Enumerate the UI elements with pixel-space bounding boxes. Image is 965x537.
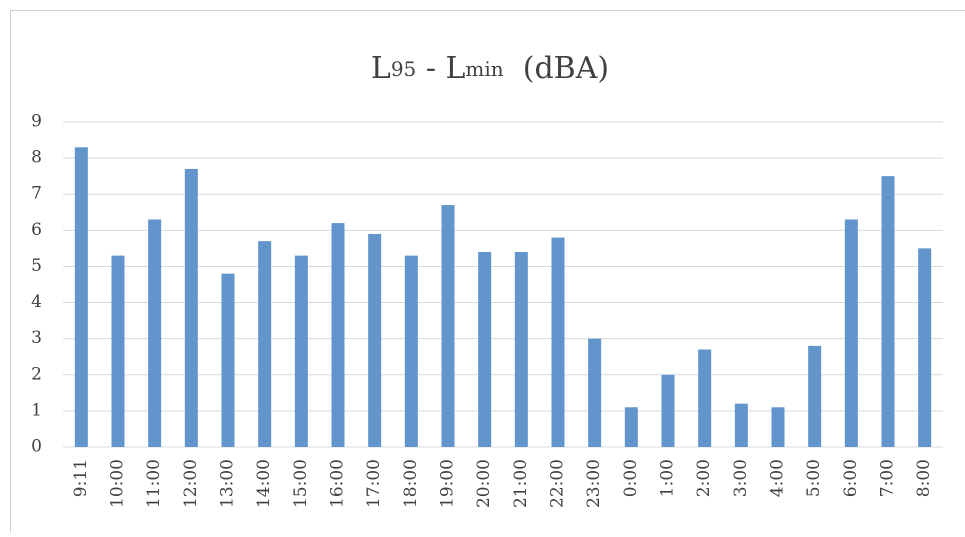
bar (662, 375, 675, 447)
bar (222, 274, 235, 447)
bar (478, 252, 491, 447)
x-tick-label: 10:00 (108, 459, 128, 508)
bar (882, 176, 895, 447)
y-tick-label: 2 (31, 364, 42, 384)
x-tick-label: 12:00 (181, 459, 201, 508)
x-tick-label: 7:00 (878, 459, 898, 497)
bar (515, 252, 528, 447)
bar (698, 350, 711, 448)
x-tick-label: 3:00 (731, 459, 751, 497)
x-tick-label: 15:00 (291, 459, 311, 508)
bar (405, 256, 418, 447)
x-tick-label: 6:00 (841, 459, 861, 497)
title-part: L (371, 51, 391, 86)
y-tick-label: 6 (31, 220, 42, 240)
bar (295, 256, 308, 447)
x-tick-label: 18:00 (401, 459, 421, 508)
bar (772, 407, 785, 447)
x-tick-label: 16:00 (328, 459, 348, 508)
bar (845, 220, 858, 448)
y-tick-label: 3 (31, 328, 42, 348)
x-tick-label: 14:00 (254, 459, 274, 508)
x-tick-label: 1:00 (658, 459, 678, 497)
bar (552, 238, 565, 447)
y-tick-label: 1 (31, 400, 42, 420)
x-tick-label: 23:00 (584, 459, 604, 508)
x-tick-label: 17:00 (364, 459, 384, 508)
bar (332, 223, 345, 447)
x-tick-label: 5:00 (804, 459, 824, 497)
x-tick-label: 8:00 (914, 459, 934, 497)
bar (735, 404, 748, 447)
title-part: 95 (391, 57, 416, 81)
x-tick-label: 19:00 (438, 459, 458, 508)
bar (368, 234, 381, 447)
y-tick-label: 8 (31, 148, 42, 168)
x-tick-label: 13:00 (218, 459, 238, 508)
x-tick-label: 21:00 (511, 459, 531, 508)
x-tick-label: 22:00 (548, 459, 568, 508)
bar (442, 205, 455, 447)
bar (185, 169, 198, 447)
bar (148, 220, 161, 448)
x-tick-label: 9:11 (71, 459, 91, 497)
bar (258, 241, 271, 447)
x-tick-label: 4:00 (768, 459, 788, 497)
y-tick-label: 0 (31, 437, 42, 457)
title-part: - L (416, 51, 465, 86)
bar (75, 147, 88, 447)
bar (588, 339, 601, 447)
bar (808, 346, 821, 447)
y-tick-label: 5 (31, 256, 42, 276)
bar (918, 248, 931, 447)
y-tick-label: 7 (31, 184, 42, 204)
y-tick-label: 4 (31, 292, 42, 312)
x-tick-label: 2:00 (694, 459, 714, 497)
x-tick-label: 0:00 (621, 459, 641, 497)
title-part: min (465, 57, 503, 81)
title-part: (dBA) (504, 51, 609, 86)
x-tick-label: 11:00 (144, 459, 164, 508)
bar (112, 256, 125, 447)
y-tick-label: 9 (31, 112, 42, 132)
bar (625, 407, 638, 447)
x-tick-label: 20:00 (474, 459, 494, 508)
